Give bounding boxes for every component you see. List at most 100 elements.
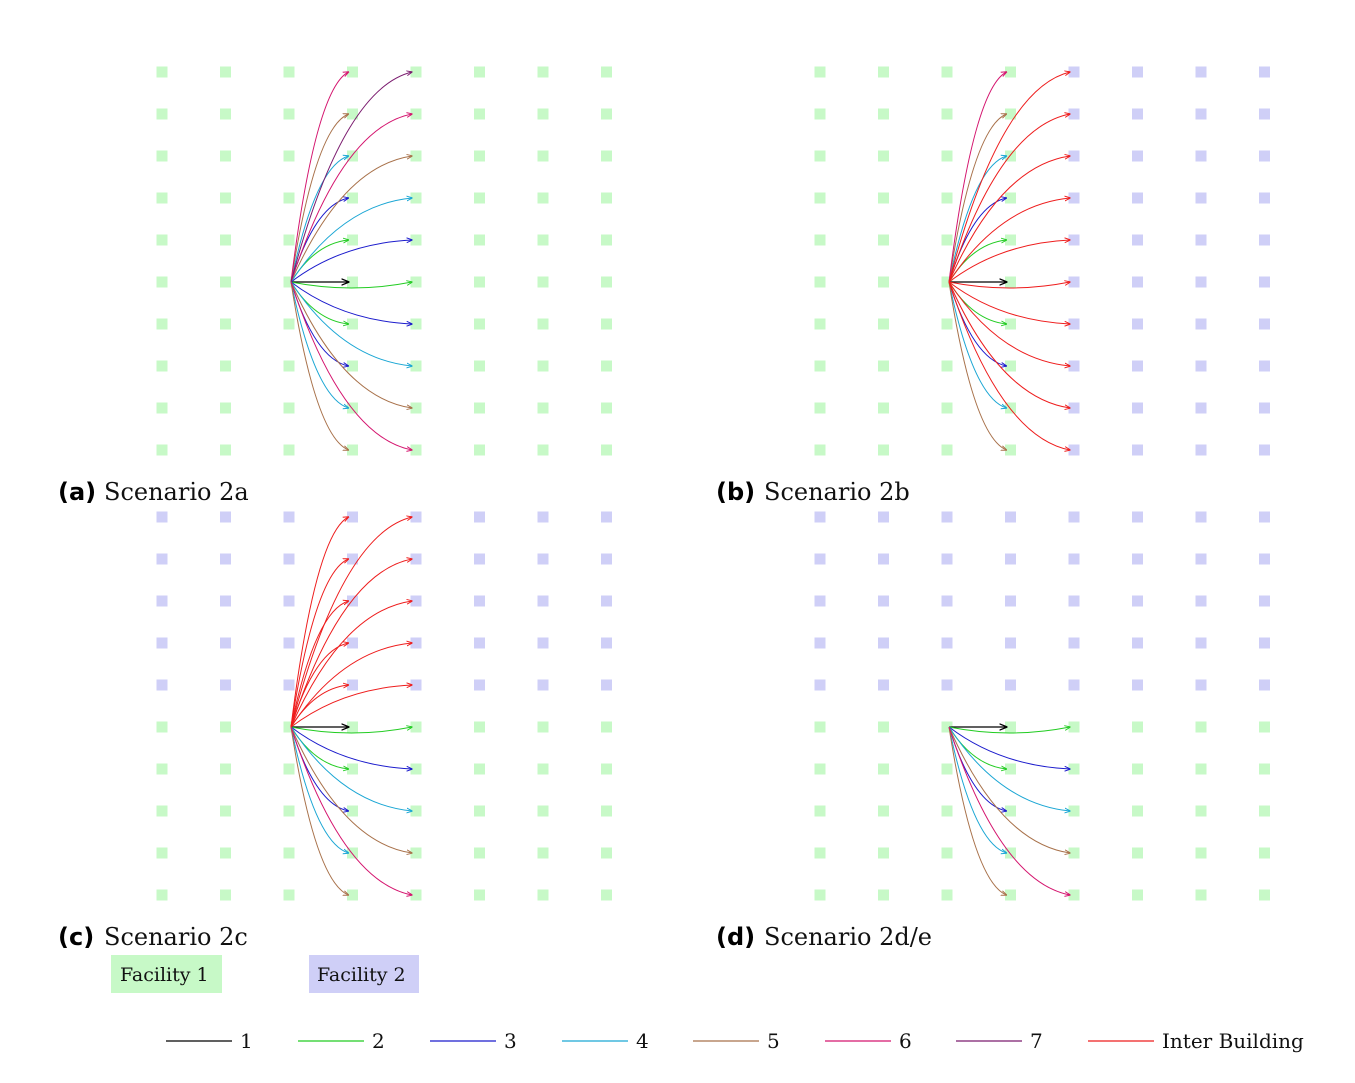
facility-2-cell [1259,637,1270,649]
facility-1-cell [814,192,826,204]
facility-2-cell [1132,511,1143,523]
facility-1-cell [601,108,612,120]
facility-1-cell [1132,721,1143,733]
facility-2-cell [220,511,231,523]
facility-1-cell [1132,805,1143,817]
route-arrow-5 [948,726,1070,853]
facility-2-cell [1195,108,1207,120]
facility-2-cell [1259,108,1270,120]
facility-2-cell [814,511,826,523]
caption-a-letter: (a) [58,478,96,506]
panel-scenario-2d-e [814,511,1270,901]
caption-b-text: Scenario 2b [764,478,910,506]
route-arrow-4 [290,281,412,366]
route-arrow-5 [290,156,412,283]
facility-2-cell [1195,553,1207,565]
route-arrow-4 [948,281,1007,408]
facility-1-cell [601,805,612,817]
facility-2-cell [1195,595,1207,607]
facility-1-cell [537,889,549,901]
facility-1-cell [537,66,549,78]
facility-2-cell [601,637,612,649]
facility-1-cell [156,360,168,372]
facility-1-cell [814,234,826,246]
facility-2-cell [1132,679,1143,691]
facility-1-cell [941,66,953,78]
facility-1-cell [814,318,826,330]
facility-2-cell [1005,595,1016,607]
facility-1-cell [1068,763,1080,775]
facility-1-cell [220,360,231,372]
facility-2-cell [220,595,231,607]
facility-1-cell [1005,66,1016,78]
route-arrow-inter [948,281,1070,366]
facility-1-cell [410,150,422,162]
facility-1-cell [410,402,422,414]
facility-2-cell [1132,360,1143,372]
facility-2-cell [1195,150,1207,162]
facility-2-cell [1195,402,1207,414]
facility-1-cell [878,763,889,775]
facility-1-cell [814,444,826,456]
facility-2-cell [474,679,485,691]
facility-2-cell [1132,318,1143,330]
panel-scenario-2a [156,66,612,456]
facility-1-cell [347,444,358,456]
route-arrow-inter [948,281,1070,450]
facility-1-cell [156,276,168,288]
facility-1-cell [537,150,549,162]
facility-1-cell [347,889,358,901]
facility-1-cell [474,360,485,372]
facility-1-cell [814,150,826,162]
facility-1-cell [283,763,295,775]
facility-2-cell [941,511,953,523]
facility-2-cell [537,679,549,691]
facility-2-cell [474,553,485,565]
facility-2-cell [1195,360,1207,372]
facility-2-cell [1005,511,1016,523]
facility-2-cell [1132,150,1143,162]
facility-1-cell [347,721,358,733]
caption-c-text: Scenario 2c [104,923,248,951]
facility-2-cell [410,553,422,565]
route-arrow-6 [948,72,1007,283]
facility-1-cell [220,805,231,817]
facility-1-cell [878,402,889,414]
facility-1-cell [347,66,358,78]
route-arrow-3 [948,726,1070,769]
facility-1-cell [1068,721,1080,733]
facility-1-cell [1068,847,1080,859]
facility-1-cell [220,192,231,204]
facility-1-cell [474,847,485,859]
facility-2-cell [814,679,826,691]
facility-1-cell [537,360,549,372]
route-arrow-inter [290,517,349,728]
legend-label-5: 5 [767,1029,780,1053]
facility-1-cell [220,402,231,414]
facility-1-cell [156,805,168,817]
facility-1-cell [156,318,168,330]
route-arrow-5 [290,726,349,895]
facility-1-cell [347,150,358,162]
facility-1-cell [878,108,889,120]
facility-1-cell [283,847,295,859]
facility-1-cell [941,805,953,817]
facility-1-cell [1195,805,1207,817]
facility-2-cell [1195,318,1207,330]
facility-1-cell [1005,150,1016,162]
facility-1-cell [1068,889,1080,901]
facility-1-cell [156,402,168,414]
facility-1-cell [220,276,231,288]
facility-1-cell [1259,847,1270,859]
facility-2-cell [1195,679,1207,691]
facility-2-cell [1259,318,1270,330]
facility-1-cell [410,108,422,120]
facility-1-cell [410,234,422,246]
route-arrow-inter [948,114,1070,283]
facility-1-cell [814,847,826,859]
facility-1-cell [283,234,295,246]
facility-1-cell [347,763,358,775]
facility-1-swatch [111,955,222,993]
facility-1-cell [941,721,953,733]
